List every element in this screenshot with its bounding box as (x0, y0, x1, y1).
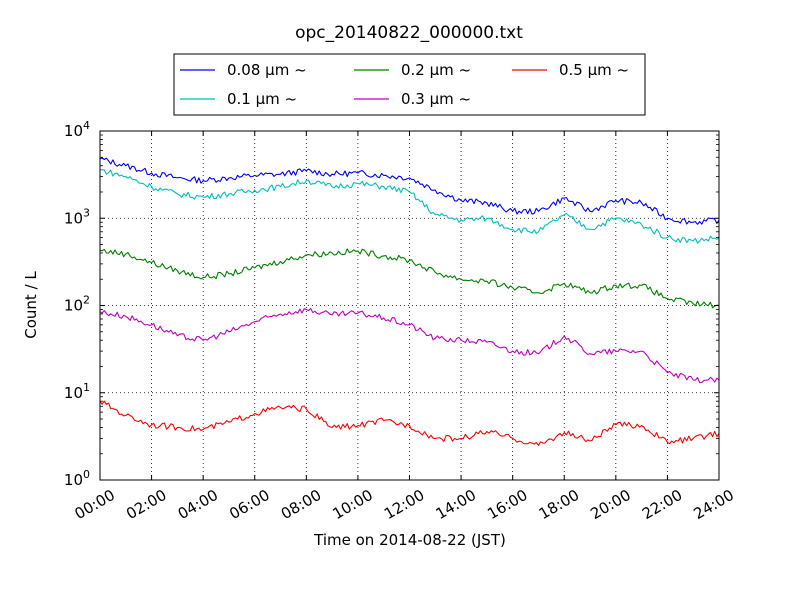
y-tick-label: 102 (64, 294, 90, 315)
series-line (99, 400, 720, 446)
legend-frame (173, 53, 646, 116)
legend: 0.08 μm ~ 0.1 μm ~ 0.2 μm ~ 0.3 μm ~ 0.5 μm … (173, 53, 646, 116)
y-tick-label: 101 (64, 381, 90, 402)
series-line (100, 169, 720, 244)
series-line (99, 307, 720, 384)
y-tick-label: 100 (64, 468, 90, 489)
legend-label: 0.1 μm ~ (227, 90, 297, 108)
chart-title: opc_20140822_000000.txt (295, 23, 523, 43)
legend-label: 0.2 μm ~ (401, 61, 471, 79)
legend-label: 0.5 μm ~ (559, 61, 629, 79)
legend-label: 0.08 μm ~ (227, 61, 307, 79)
series-group (99, 157, 720, 446)
x-axis-label: Time on 2014-08-22 (JST) (313, 531, 506, 549)
y-axis-label: Count / L (22, 271, 40, 339)
series-line (99, 157, 720, 225)
legend-label: 0.3 μm ~ (401, 90, 471, 108)
y-tick-label: 103 (64, 206, 90, 227)
y-tick-label: 104 (64, 119, 90, 140)
series-line (99, 248, 720, 309)
